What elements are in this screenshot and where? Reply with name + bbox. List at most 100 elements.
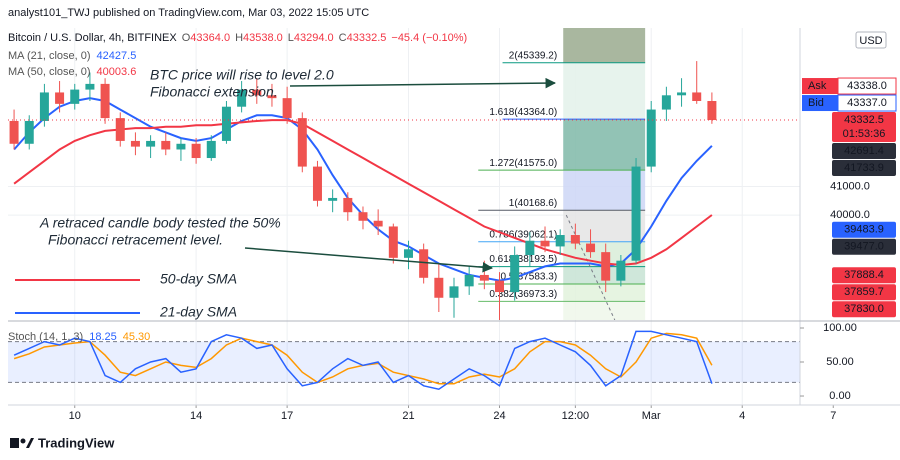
price-tag [832, 160, 896, 177]
symbol: Bitcoin / U.S. Dollar, 4h, BITFINEX [8, 32, 177, 44]
x-tick-label: 14 [190, 410, 202, 422]
quote-prefix: H [235, 32, 243, 44]
price-tag-name-box [802, 95, 838, 112]
annotation: Fibonacci retracement level. [48, 232, 223, 248]
price-tag-name-box [802, 78, 838, 95]
price-tag [832, 143, 896, 160]
quote-value: 43294.0 [294, 32, 334, 44]
symbol-legend: Bitcoin / U.S. Dollar, 4h, BITFINEX O4336… [8, 32, 467, 44]
annotation: A retraced candle body tested the 50% [39, 215, 281, 231]
x-tick-label: 17 [281, 410, 293, 422]
candle-body [115, 118, 125, 141]
quote-prefix: C [339, 32, 347, 44]
fib-label: 0.786(39062.1) [489, 229, 557, 240]
currency-box [855, 31, 887, 49]
price-tag-label: 43337.0 [847, 97, 887, 109]
candle-body [677, 92, 687, 96]
candle-body [161, 140, 171, 150]
candle-body [70, 89, 80, 104]
fib-label: 1(40168.6) [509, 198, 557, 209]
change: −45.4 (−0.10%) [391, 32, 467, 44]
x-tick-label: 10 [69, 410, 81, 422]
arrow [244, 247, 494, 273]
x-tick-label: 24 [493, 410, 505, 422]
ma-name: MA (21, close, 0) [8, 50, 91, 62]
candle-body [100, 83, 110, 119]
footer-brand: TradingView [38, 435, 115, 450]
candle-body [495, 280, 505, 293]
price-tag-label: 37830.0 [844, 303, 884, 315]
candle-body [191, 143, 201, 159]
candle-body [449, 286, 459, 298]
stoch-name: Stoch (14, 1, 3) [8, 331, 83, 343]
candle-body [616, 260, 626, 281]
candle-body [434, 277, 444, 298]
candle-body [267, 95, 277, 99]
quote-prefix: L [288, 32, 294, 44]
x-tick-label: 7 [830, 410, 836, 422]
stoch-tick-label: 100.00 [823, 322, 857, 334]
candle-body [358, 212, 368, 221]
stoch-tick-label: 50.00 [826, 356, 854, 368]
ma-value: 40003.6 [97, 66, 137, 78]
y-tick-label: 40000.0 [830, 209, 870, 221]
stoch-legend: Stoch (14, 1, 3) 18.25 45.30 [8, 331, 150, 343]
candle-body [373, 220, 383, 227]
ma-value: 42427.5 [97, 50, 137, 62]
candle-body [343, 197, 353, 213]
stoch-series [8, 330, 800, 391]
price-tag-name: Bid [808, 97, 824, 109]
quote-value: 43538.0 [243, 32, 283, 44]
candle-body [39, 92, 49, 121]
axes: 10 14 17 21 24 12:00 Mar 4 7 40000.0 41000.0 USD Ask… [8, 28, 900, 422]
price-tag-label: 37859.7 [844, 286, 884, 298]
fib-band [563, 170, 646, 211]
arrow [289, 77, 557, 89]
candle-body [237, 89, 247, 107]
fib-label: 0.618(38193.5) [489, 254, 557, 265]
candle-body [24, 120, 34, 144]
stoch-band [8, 341, 800, 383]
candle-body [297, 118, 307, 167]
logo [10, 438, 34, 448]
price-tag-label: 37888.4 [844, 269, 884, 281]
countdown: 01:53:36 [843, 128, 886, 140]
price-tag-label: 42691.4 [844, 145, 884, 157]
fib-band [563, 301, 646, 320]
stoch-line [13, 330, 713, 391]
candle-body [146, 140, 156, 147]
quote-value: 43364.0 [190, 32, 230, 44]
fib-label: 1.618(43364.0) [489, 107, 557, 118]
price-tag [837, 77, 897, 95]
stoch-tick-label: 0.00 [829, 390, 850, 402]
candle-body [9, 120, 19, 144]
y-tick-label: 41000.0 [830, 180, 870, 192]
x-tick-label: 4 [739, 410, 745, 422]
candle-body [176, 143, 186, 150]
candle-body [221, 106, 231, 141]
candle-body [586, 243, 596, 253]
candle-body [282, 98, 292, 119]
ma-legend: MA (50, close, 0) 40003.6 [8, 66, 136, 78]
price-tag-label: 41733.9 [844, 162, 884, 174]
candle-body [525, 240, 535, 255]
price-tag-label: 39483.9 [844, 224, 884, 236]
fib-band [563, 62, 646, 120]
price-tag-label: 43338.0 [847, 80, 887, 92]
candle-body [646, 109, 656, 167]
candle-body [540, 240, 550, 247]
x-tick-label: 21 [402, 410, 414, 422]
currency: USD [859, 35, 882, 47]
annotation: BTC price will rise to level 2.0 [150, 67, 334, 83]
price-series [8, 61, 800, 320]
fib-band [563, 28, 646, 63]
candle-body [130, 140, 140, 147]
candle-body [328, 197, 338, 201]
quote-value: 43332.5 [347, 32, 387, 44]
price-tag [837, 94, 897, 112]
price-tag [832, 112, 896, 143]
candle-body [403, 249, 413, 258]
candle-body [252, 89, 262, 96]
candle-body [631, 166, 641, 261]
